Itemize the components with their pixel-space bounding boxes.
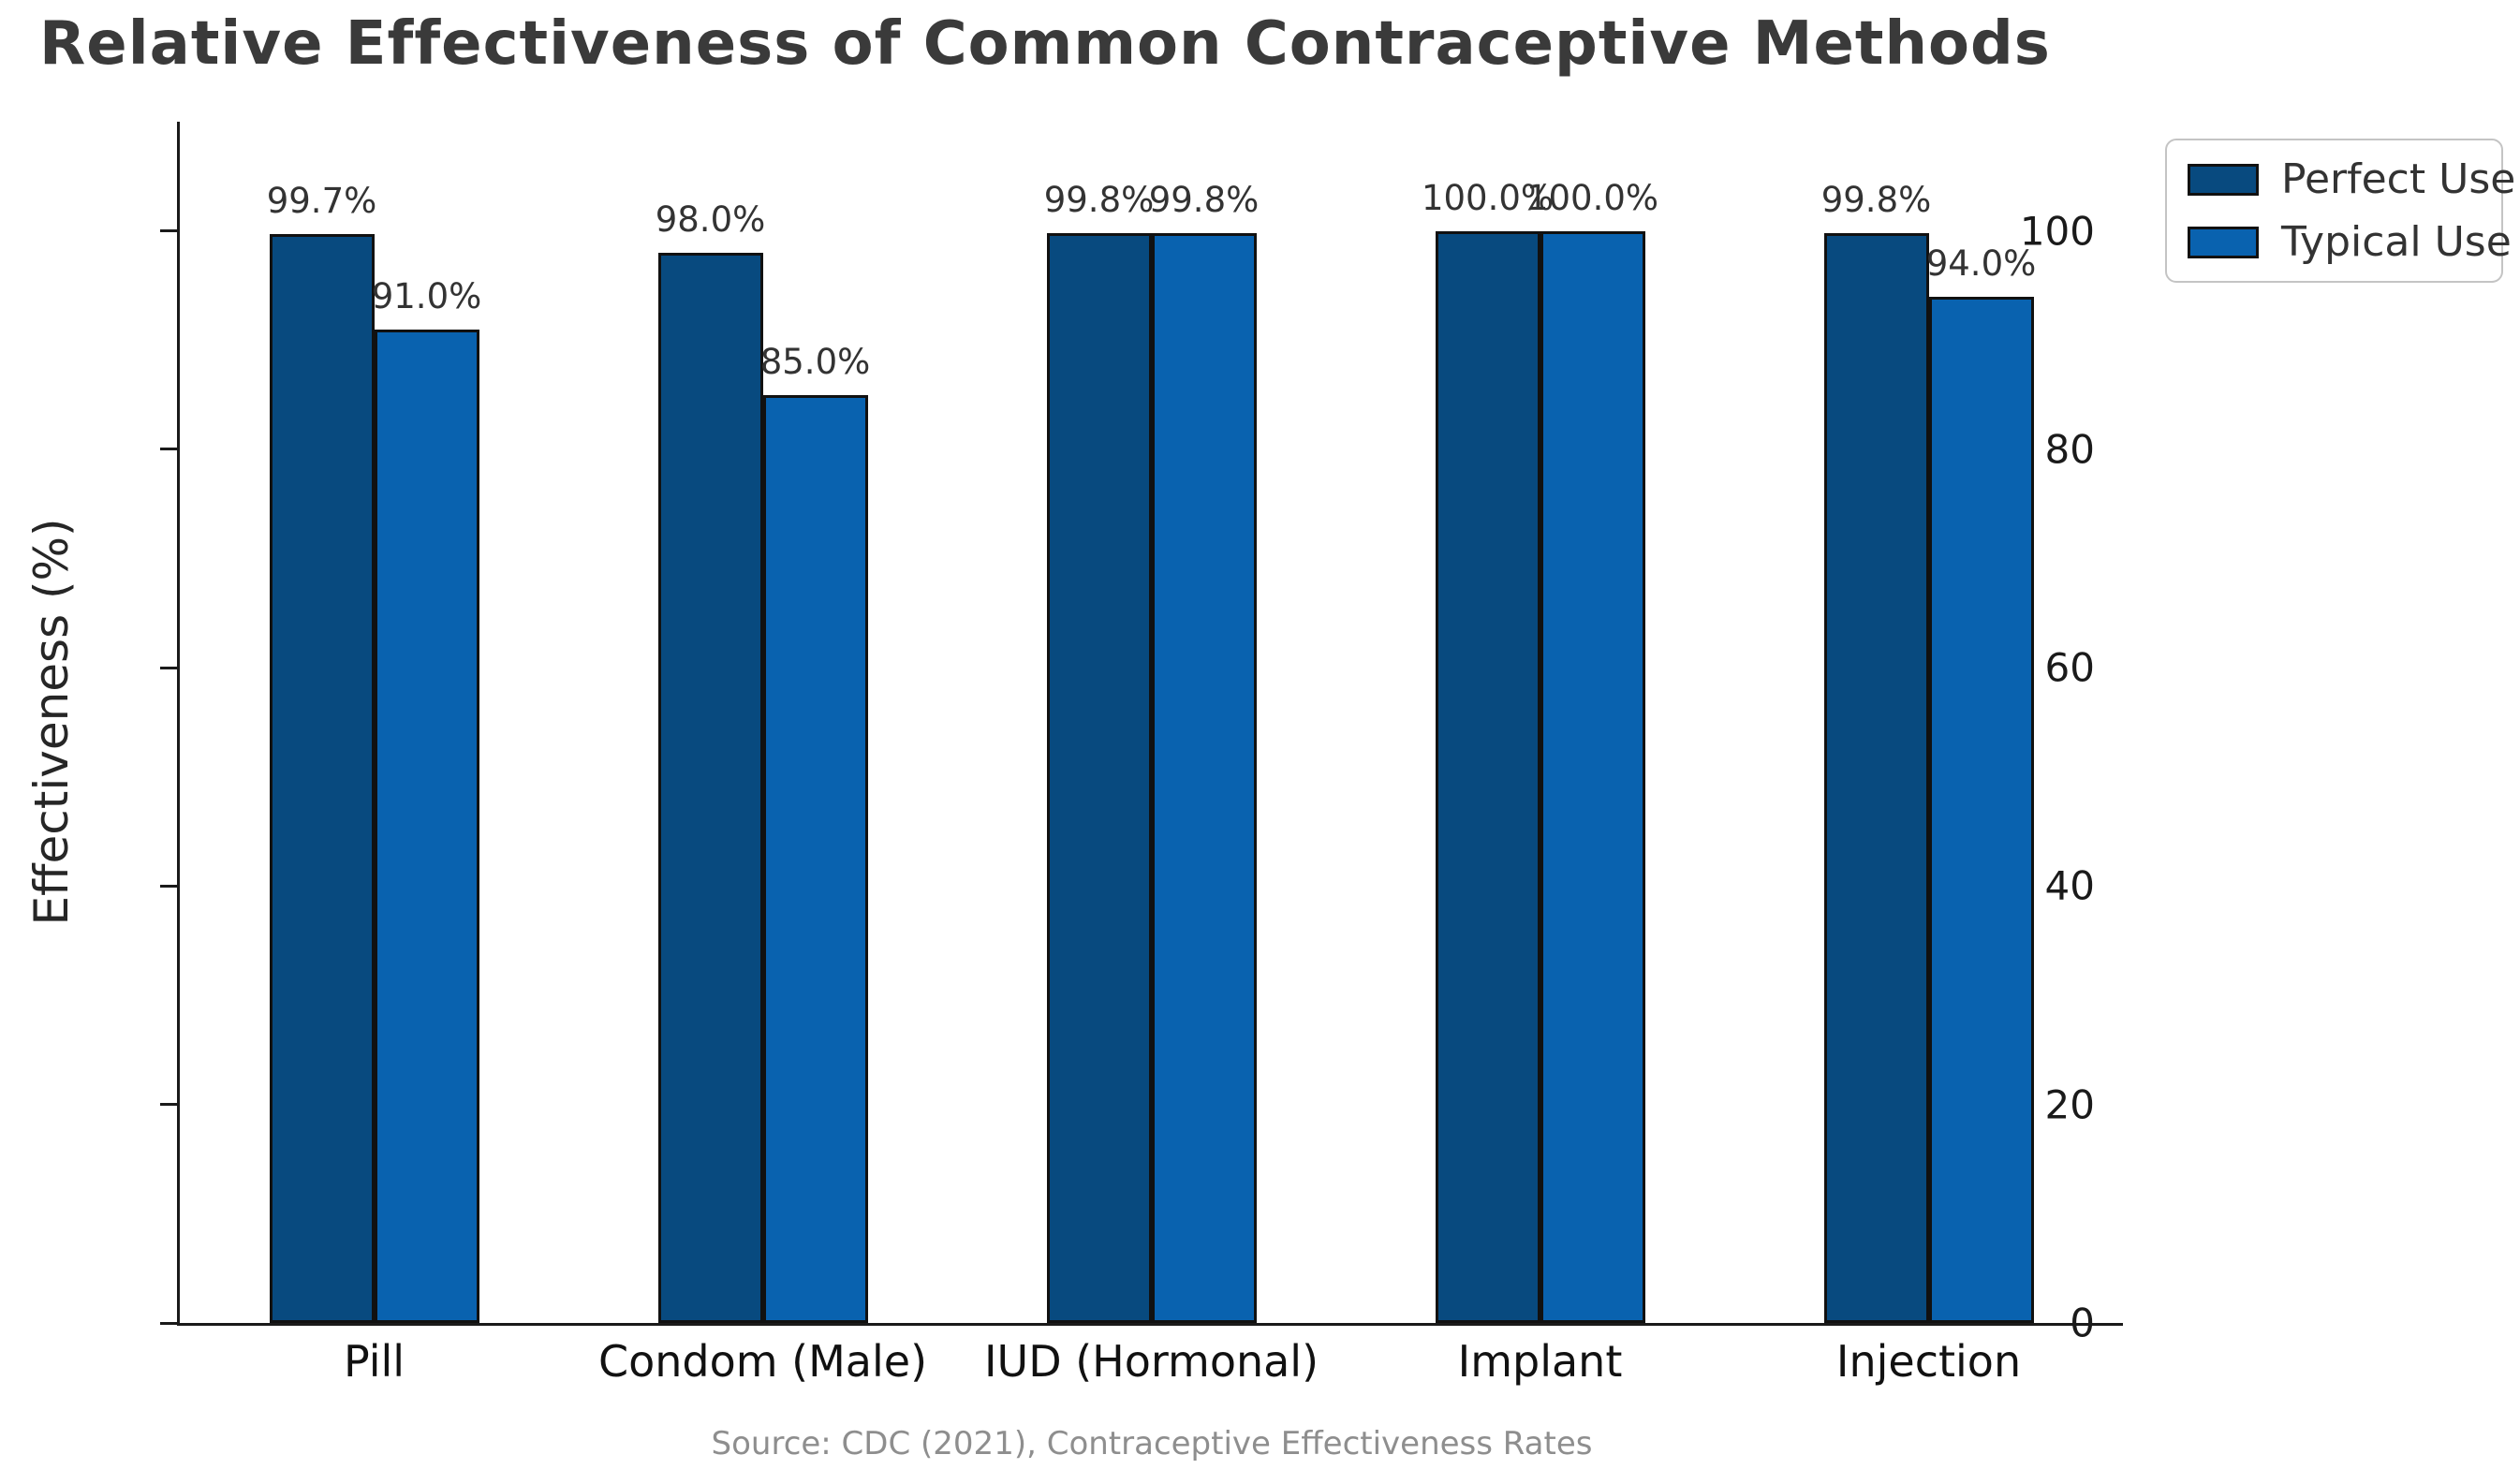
y-tick-mark [160,884,177,888]
y-tick-mark [160,229,177,233]
legend: Perfect Use Typical Use [2165,139,2515,283]
bar-value-label: 85.0% [759,341,871,382]
y-tick-label: 80 [2044,426,2095,473]
bar-value-label: 91.0% [371,275,482,316]
chart-title: Relative Effectiveness of Common Contrac… [39,9,2051,79]
y-tick-mark [160,1103,177,1107]
bar-value-label: 99.8% [1820,179,1932,220]
x-tick-label: Implant [1457,1336,1623,1387]
y-tick-label: 40 [2044,862,2095,909]
bar-perfect-use [1823,232,1929,1323]
x-tick-label: IUD (Hormonal) [983,1336,1319,1387]
bar-value-label: 99.8% [1043,179,1155,220]
bar-perfect-use [269,234,375,1323]
y-tick-label: 100 [2019,208,2095,255]
bar-value-label: 100.0% [1525,177,1659,218]
bar-typical-use [1540,230,1645,1323]
y-tick-mark [160,1321,177,1325]
x-tick-label: Condom (Male) [597,1336,928,1387]
y-tick-label: 20 [2044,1081,2095,1128]
bar-perfect-use [657,252,763,1323]
bar-typical-use [1928,296,2034,1323]
bar-value-label: 98.0% [655,198,766,240]
bar-value-label: 100.0% [1421,177,1555,218]
y-axis-spine [177,122,180,1323]
bar-value-label: 99.7% [266,181,377,222]
y-tick-label: 0 [2070,1300,2095,1346]
bar-value-label: 99.8% [1148,179,1260,220]
x-tick-label: Injection [1835,1336,2022,1387]
y-tick-mark [160,448,177,451]
legend-label: Typical Use [2281,218,2512,266]
x-axis-spine [177,1323,2123,1326]
x-tick-label: Pill [343,1336,405,1387]
bar-typical-use [374,329,479,1323]
bar-typical-use [1151,232,1257,1323]
legend-swatch-icon [2188,163,2259,196]
y-axis-title: Effectiveness (%) [24,518,79,926]
y-tick-mark [160,666,177,669]
bar-perfect-use [1435,230,1540,1323]
legend-swatch-icon [2188,226,2259,258]
source-note: Source: CDC (2021), Contraceptive Effect… [711,1425,1593,1462]
bar-value-label: 94.0% [1925,242,2037,284]
bar-typical-use [762,394,868,1323]
legend-entry: Typical Use [2188,218,2512,266]
legend-label: Perfect Use [2281,155,2516,203]
bar-perfect-use [1046,232,1152,1323]
legend-entry: Perfect Use [2188,155,2515,203]
y-tick-label: 60 [2044,644,2095,691]
plot-area: 0 20 40 60 80 100 99.7% 91.0% 98.0% 85.0% 99.8% 99… [160,122,2123,1346]
